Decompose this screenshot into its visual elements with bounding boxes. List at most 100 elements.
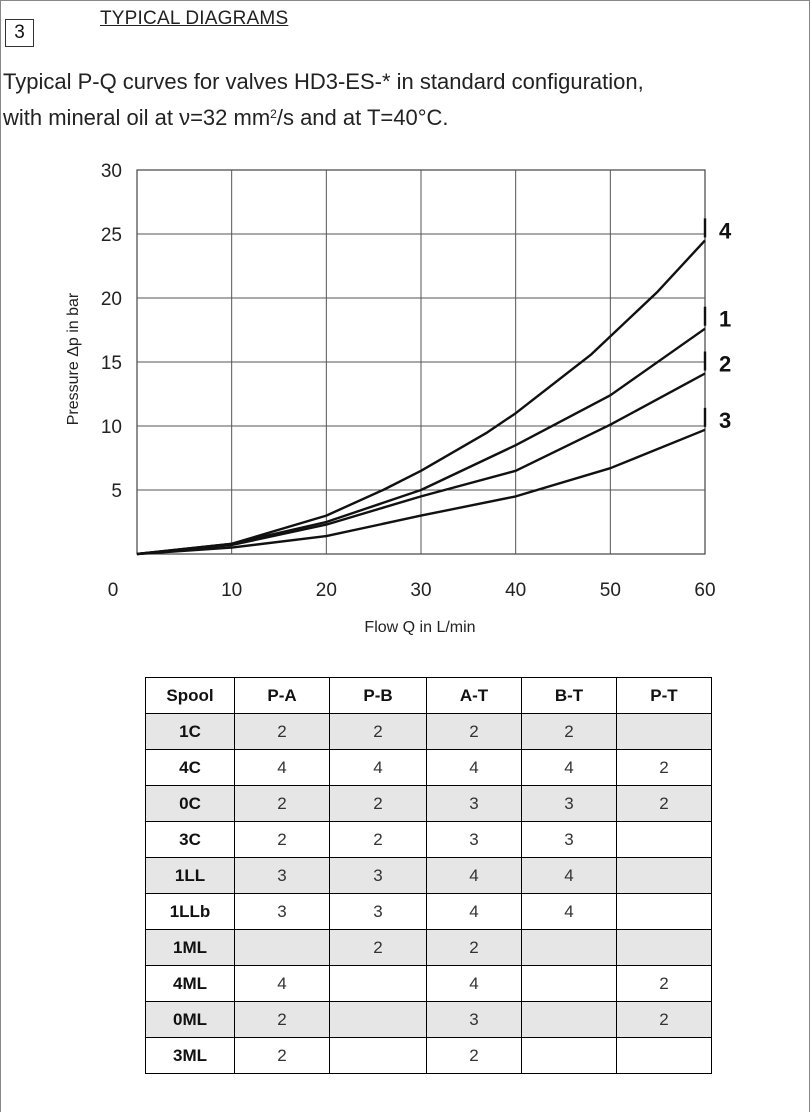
table-row: 1C 2 2 2 2 [145,713,712,750]
value-cell: 4 [521,893,617,930]
spool-cell: 3ML [145,1037,235,1074]
series-line-4 [136,239,706,556]
value-cell: 3 [521,785,617,822]
value-cell: 2 [329,821,427,858]
chart-series: 4 1 2 3 [136,218,732,556]
x-tick-label: 50 [600,580,621,601]
header-a-t: A-T [426,677,522,714]
x-tick-label: 20 [316,580,337,601]
table-row: 3C 2 2 3 3 [145,821,712,858]
intro-line-2: with mineral oil at ν=32 mm2/s and at T=… [3,98,803,134]
y-tick-label: 30 [101,161,122,182]
value-cell [521,929,617,966]
value-cell: 3 [426,821,522,858]
value-cell: 3 [234,857,330,894]
y-tick-label: 20 [101,289,122,310]
value-cell [329,1037,427,1074]
value-cell: 2 [234,1037,330,1074]
series-label: 2 [719,352,731,377]
value-cell: 2 [616,749,712,786]
value-cell: 2 [329,785,427,822]
header-p-t: P-T [616,677,712,714]
x-axis-label: Flow Q in L/min [364,619,475,636]
spool-cell: 1ML [145,929,235,966]
section-title: TYPICAL DIAGRAMS [100,8,289,29]
intro-line-2-part-b: /s and at T=40°C. [276,105,449,130]
value-cell: 4 [426,965,522,1002]
value-cell: 3 [426,1001,522,1038]
x-tick-label: 0 [108,580,119,601]
pq-curve-chart: 0 10 20 30 40 50 60 5 10 15 20 25 30 4 1 2 3 Flow Q in … [65,161,732,636]
value-cell [521,965,617,1002]
series-label: 3 [719,408,731,433]
x-tick-label: 10 [221,580,242,601]
table-row: 4ML 4 4 2 [145,965,712,1002]
y-tick-label: 25 [101,225,122,246]
value-cell: 4 [521,857,617,894]
table-header-row: Spool P-A P-B A-T B-T P-T [145,677,712,714]
value-cell [329,1001,427,1038]
table-row: 4C 4 4 4 4 2 [145,749,712,786]
spool-cell: 1LL [145,857,235,894]
value-cell [616,821,712,858]
series-label: 4 [719,218,732,243]
value-cell: 2 [329,929,427,966]
spool-cell: 0C [145,785,235,822]
spool-cell: 4C [145,749,235,786]
value-cell [616,929,712,966]
header-p-a: P-A [234,677,330,714]
value-cell [521,1001,617,1038]
y-tick-label: 15 [101,353,122,374]
value-cell [616,893,712,930]
table-row: 0ML 2 3 2 [145,1001,712,1038]
header-spool: Spool [145,677,235,714]
value-cell: 2 [234,713,330,750]
value-cell: 2 [426,1037,522,1074]
table-row: 0C 2 2 3 3 2 [145,785,712,822]
y-tick-label: 10 [101,417,122,438]
series-line-3 [136,428,706,556]
spool-table: Spool P-A P-B A-T B-T P-T 1C 2 2 2 2 4C 4 4 4 4 2 0… [145,677,712,1074]
table-row: 3ML 2 2 [145,1037,712,1074]
section-number: 3 [5,19,34,47]
table-body: 1C 2 2 2 2 4C 4 4 4 4 2 0C 2 2 3 3 2 3C 2 2 3 3 1LL 3 3 4 4 1LLb 3 3 4… [145,713,712,1074]
header-b-t: B-T [521,677,617,714]
value-cell [616,713,712,750]
value-cell [521,1037,617,1074]
value-cell: 2 [234,821,330,858]
x-tick-label: 60 [694,580,715,601]
value-cell: 2 [616,965,712,1002]
value-cell [329,965,427,1002]
value-cell: 2 [234,1001,330,1038]
y-tick-label: 5 [111,481,122,502]
value-cell: 2 [329,713,427,750]
header-p-b: P-B [329,677,427,714]
spool-cell: 0ML [145,1001,235,1038]
series-label: 1 [719,307,731,332]
intro-line-1: Typical P-Q curves for valves HD3-ES-* i… [3,69,644,94]
value-cell: 4 [426,857,522,894]
value-cell: 2 [426,929,522,966]
table-row: 1LL 3 3 4 4 [145,857,712,894]
value-cell: 2 [426,713,522,750]
series-line-2 [136,372,706,556]
value-cell: 3 [521,821,617,858]
x-tick-label: 30 [410,580,431,601]
value-cell [616,1037,712,1074]
x-tick-label: 40 [505,580,526,601]
value-cell: 3 [234,893,330,930]
intro-text: Typical P-Q curves for valves HD3-ES-* i… [3,66,803,134]
spool-cell: 1LLb [145,893,235,930]
value-cell: 3 [329,893,427,930]
chart-ticks: 0 10 20 30 40 50 60 5 10 15 20 25 30 [101,161,716,601]
spool-cell: 4ML [145,965,235,1002]
value-cell: 4 [426,749,522,786]
value-cell: 3 [329,857,427,894]
value-cell: 2 [616,1001,712,1038]
value-cell: 4 [426,893,522,930]
spool-cell: 3C [145,821,235,858]
value-cell [234,929,330,966]
value-cell: 4 [521,749,617,786]
value-cell: 2 [521,713,617,750]
